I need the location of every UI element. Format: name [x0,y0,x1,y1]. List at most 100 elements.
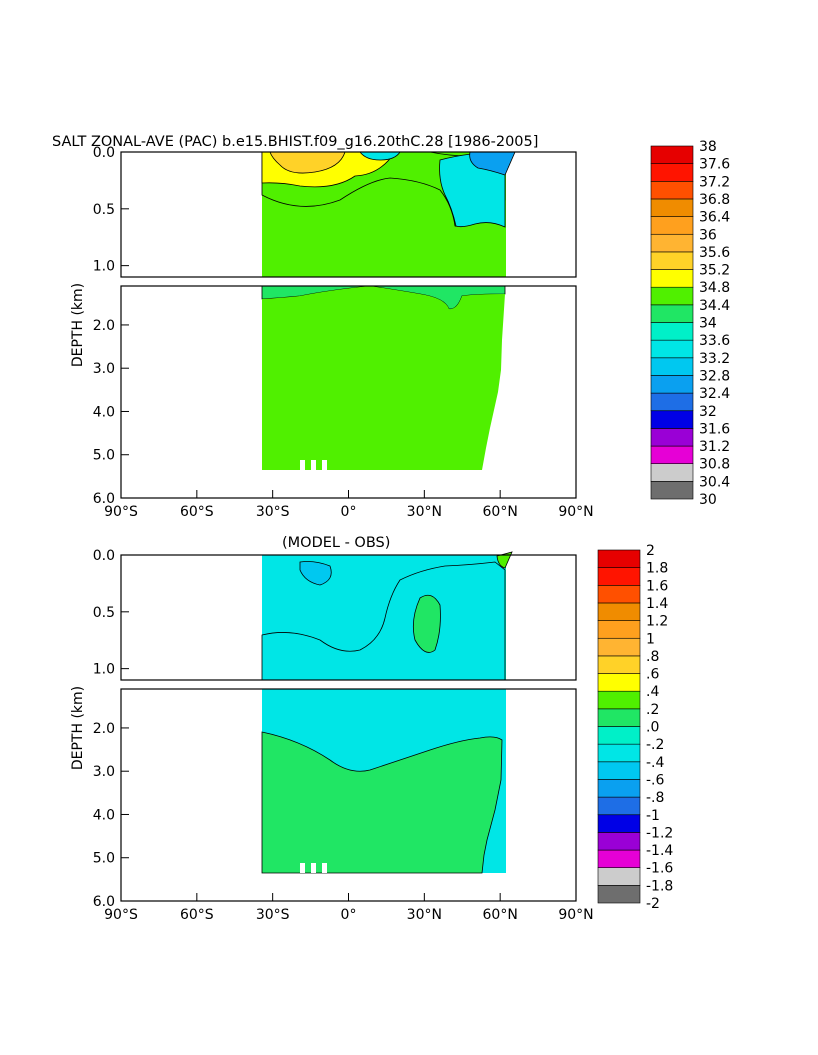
colorbar-label: 32.8 [699,368,730,384]
colorbar-label: 1.6 [646,578,668,594]
x-tick-label: 0° [341,907,357,923]
colorbar-swatch [597,726,641,745]
colorbar-swatch [650,163,694,182]
colorbar-label: 30 [699,492,717,508]
colorbar-swatch [650,322,694,341]
top-upper-field [261,151,516,277]
bottom-upper-panel [120,554,577,681]
colorbar-label: 35.2 [699,263,730,279]
colorbar-swatch [597,832,641,851]
colorbar-difference: -2 -1.8-1.6 -1.4 -1.2-1 -.8 -.6-.4 -.2.0 .2 .4.6… [597,543,673,912]
y-tick-label: 2.0 [93,721,115,737]
colorbar-label: .2 [646,702,659,718]
colorbar-label: -.8 [646,790,664,806]
colorbar-label: -2 [646,896,660,912]
colorbar-swatch [597,690,641,710]
colorbar-label: 30.4 [699,474,730,490]
colorbar-swatch [650,304,694,323]
y-tick-label: 6.0 [93,491,115,507]
colorbar-swatch [650,181,694,200]
diff-title: (MODEL - OBS) [282,535,390,551]
x-tick-label: 90°S [104,504,138,520]
top-upper-panel [120,151,577,278]
y-tick-label: 0.5 [93,202,115,218]
x-tick-label: 30°N [407,907,442,923]
colorbar-label: 34 [699,316,717,332]
colorbar-swatch [597,549,641,568]
top-lower-field [261,285,506,470]
colorbar-label: 1.2 [646,614,668,630]
colorbar-swatch [597,761,641,780]
colorbar-label: .4 [646,684,659,700]
colorbar-label: 2 [646,543,655,559]
colorbar-swatch [597,796,641,816]
colorbar-label: 34.4 [699,298,730,314]
colorbar-swatch [597,620,641,639]
colorbar-swatch [650,216,694,235]
colorbar-label: -1 [646,808,660,824]
colorbar-swatch [597,708,641,727]
colorbar-label: .8 [646,649,659,665]
colorbar-label: 35.6 [699,245,730,261]
colorbar-label: 36.4 [699,210,730,226]
colorbar-swatch [650,428,694,447]
y-tick-label: 3.0 [93,764,115,780]
y-tick-label: 0.5 [93,605,115,621]
colorbar-label: 37.6 [699,157,730,173]
colorbar-label: 32.4 [699,386,730,402]
bottom-upper-field [261,551,513,681]
colorbar-swatch [650,445,694,464]
y-tick-label: 5.0 [93,448,115,464]
colorbar-swatch [650,375,694,394]
colorbar-label: 1 [646,631,655,647]
colorbar-swatch [597,814,641,833]
x-tick-label: 60°S [180,907,214,923]
colorbar-swatch [650,286,694,306]
x-tick-label: 30°S [256,907,290,923]
colorbar-label: 30.8 [699,457,730,473]
y-tick-label: 6.0 [93,894,115,910]
colorbar-swatch [650,269,694,288]
y-axis-label: DEPTH (km) [70,283,86,367]
colorbar-label: 32 [699,404,717,420]
colorbar-label: 33.6 [699,333,730,349]
colorbar-label: 34.8 [699,280,730,296]
bottom-lower-field [261,689,506,874]
y-tick-label: 2.0 [93,318,115,334]
colorbar-swatch [650,233,694,253]
colorbar-label: -1.6 [646,861,673,877]
colorbar-label: 1.4 [646,596,668,612]
y-axis-label: DEPTH (km) [70,686,86,770]
chart-title: SALT ZONAL-AVE (PAC) b.e15.BHIST.f09_g16… [52,134,538,150]
colorbar-swatch [597,885,641,904]
y-tick-label: 4.0 [93,807,115,823]
colorbar-label: 31.6 [699,421,730,437]
colorbar-swatch [597,673,641,692]
colorbar-swatch [597,567,641,586]
x-tick-label: 90°S [104,907,138,923]
colorbar-swatch [650,392,694,412]
colorbar-salinity: 30 30.430.8 31.2 31.632 32.4 32.833.2 33.634 34… [650,139,730,508]
colorbar-label: -1.8 [646,878,673,894]
colorbar-swatch [650,339,694,359]
colorbar-label: -.4 [646,755,665,771]
colorbar-label: 33.2 [699,351,730,367]
colorbar-label: 36.8 [699,192,730,208]
y-tick-label: 1.0 [93,259,115,275]
y-tick-label: 0.0 [93,145,115,161]
x-tick-label: 60°N [483,504,518,520]
colorbar-label: -1.2 [646,825,673,841]
colorbar-swatch [597,849,641,868]
colorbar-label: -1.4 [646,843,673,859]
colorbar-label: 36 [699,227,717,243]
x-tick-label: 0° [341,504,357,520]
colorbar-label: -.6 [646,772,665,788]
colorbar-swatch [597,743,641,763]
colorbar-swatch [597,584,641,604]
colorbar-swatch [597,637,641,657]
colorbar-swatch [650,357,694,376]
colorbar-label: 31.2 [699,439,730,455]
colorbar-label: .0 [646,720,659,736]
x-tick-label: 30°S [256,504,290,520]
